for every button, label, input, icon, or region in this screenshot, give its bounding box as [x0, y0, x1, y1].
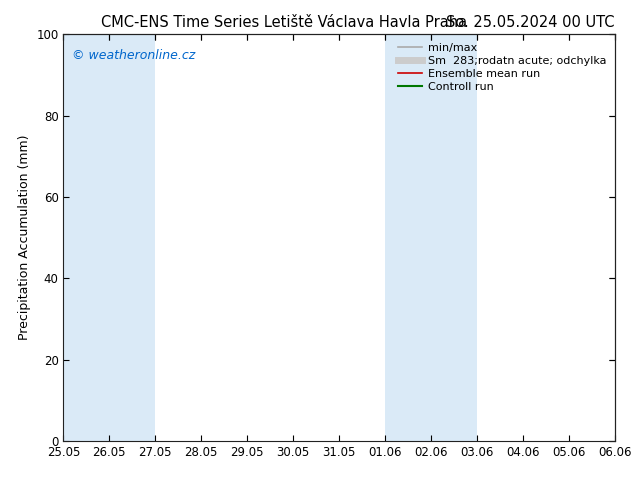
Text: So. 25.05.2024 00 UTC: So. 25.05.2024 00 UTC	[446, 15, 615, 30]
Y-axis label: Precipitation Accumulation (mm): Precipitation Accumulation (mm)	[18, 135, 30, 341]
Bar	[385, 34, 477, 441]
Text: CMC-ENS Time Series Letiště Václava Havla Praha: CMC-ENS Time Series Letiště Václava Havl…	[101, 15, 467, 30]
Legend: min/max, Sm  283;rodatn acute; odchylka, Ensemble mean run, Controll run: min/max, Sm 283;rodatn acute; odchylka, …	[394, 40, 609, 95]
Bar	[63, 34, 155, 441]
Text: © weatheronline.cz: © weatheronline.cz	[72, 49, 195, 62]
